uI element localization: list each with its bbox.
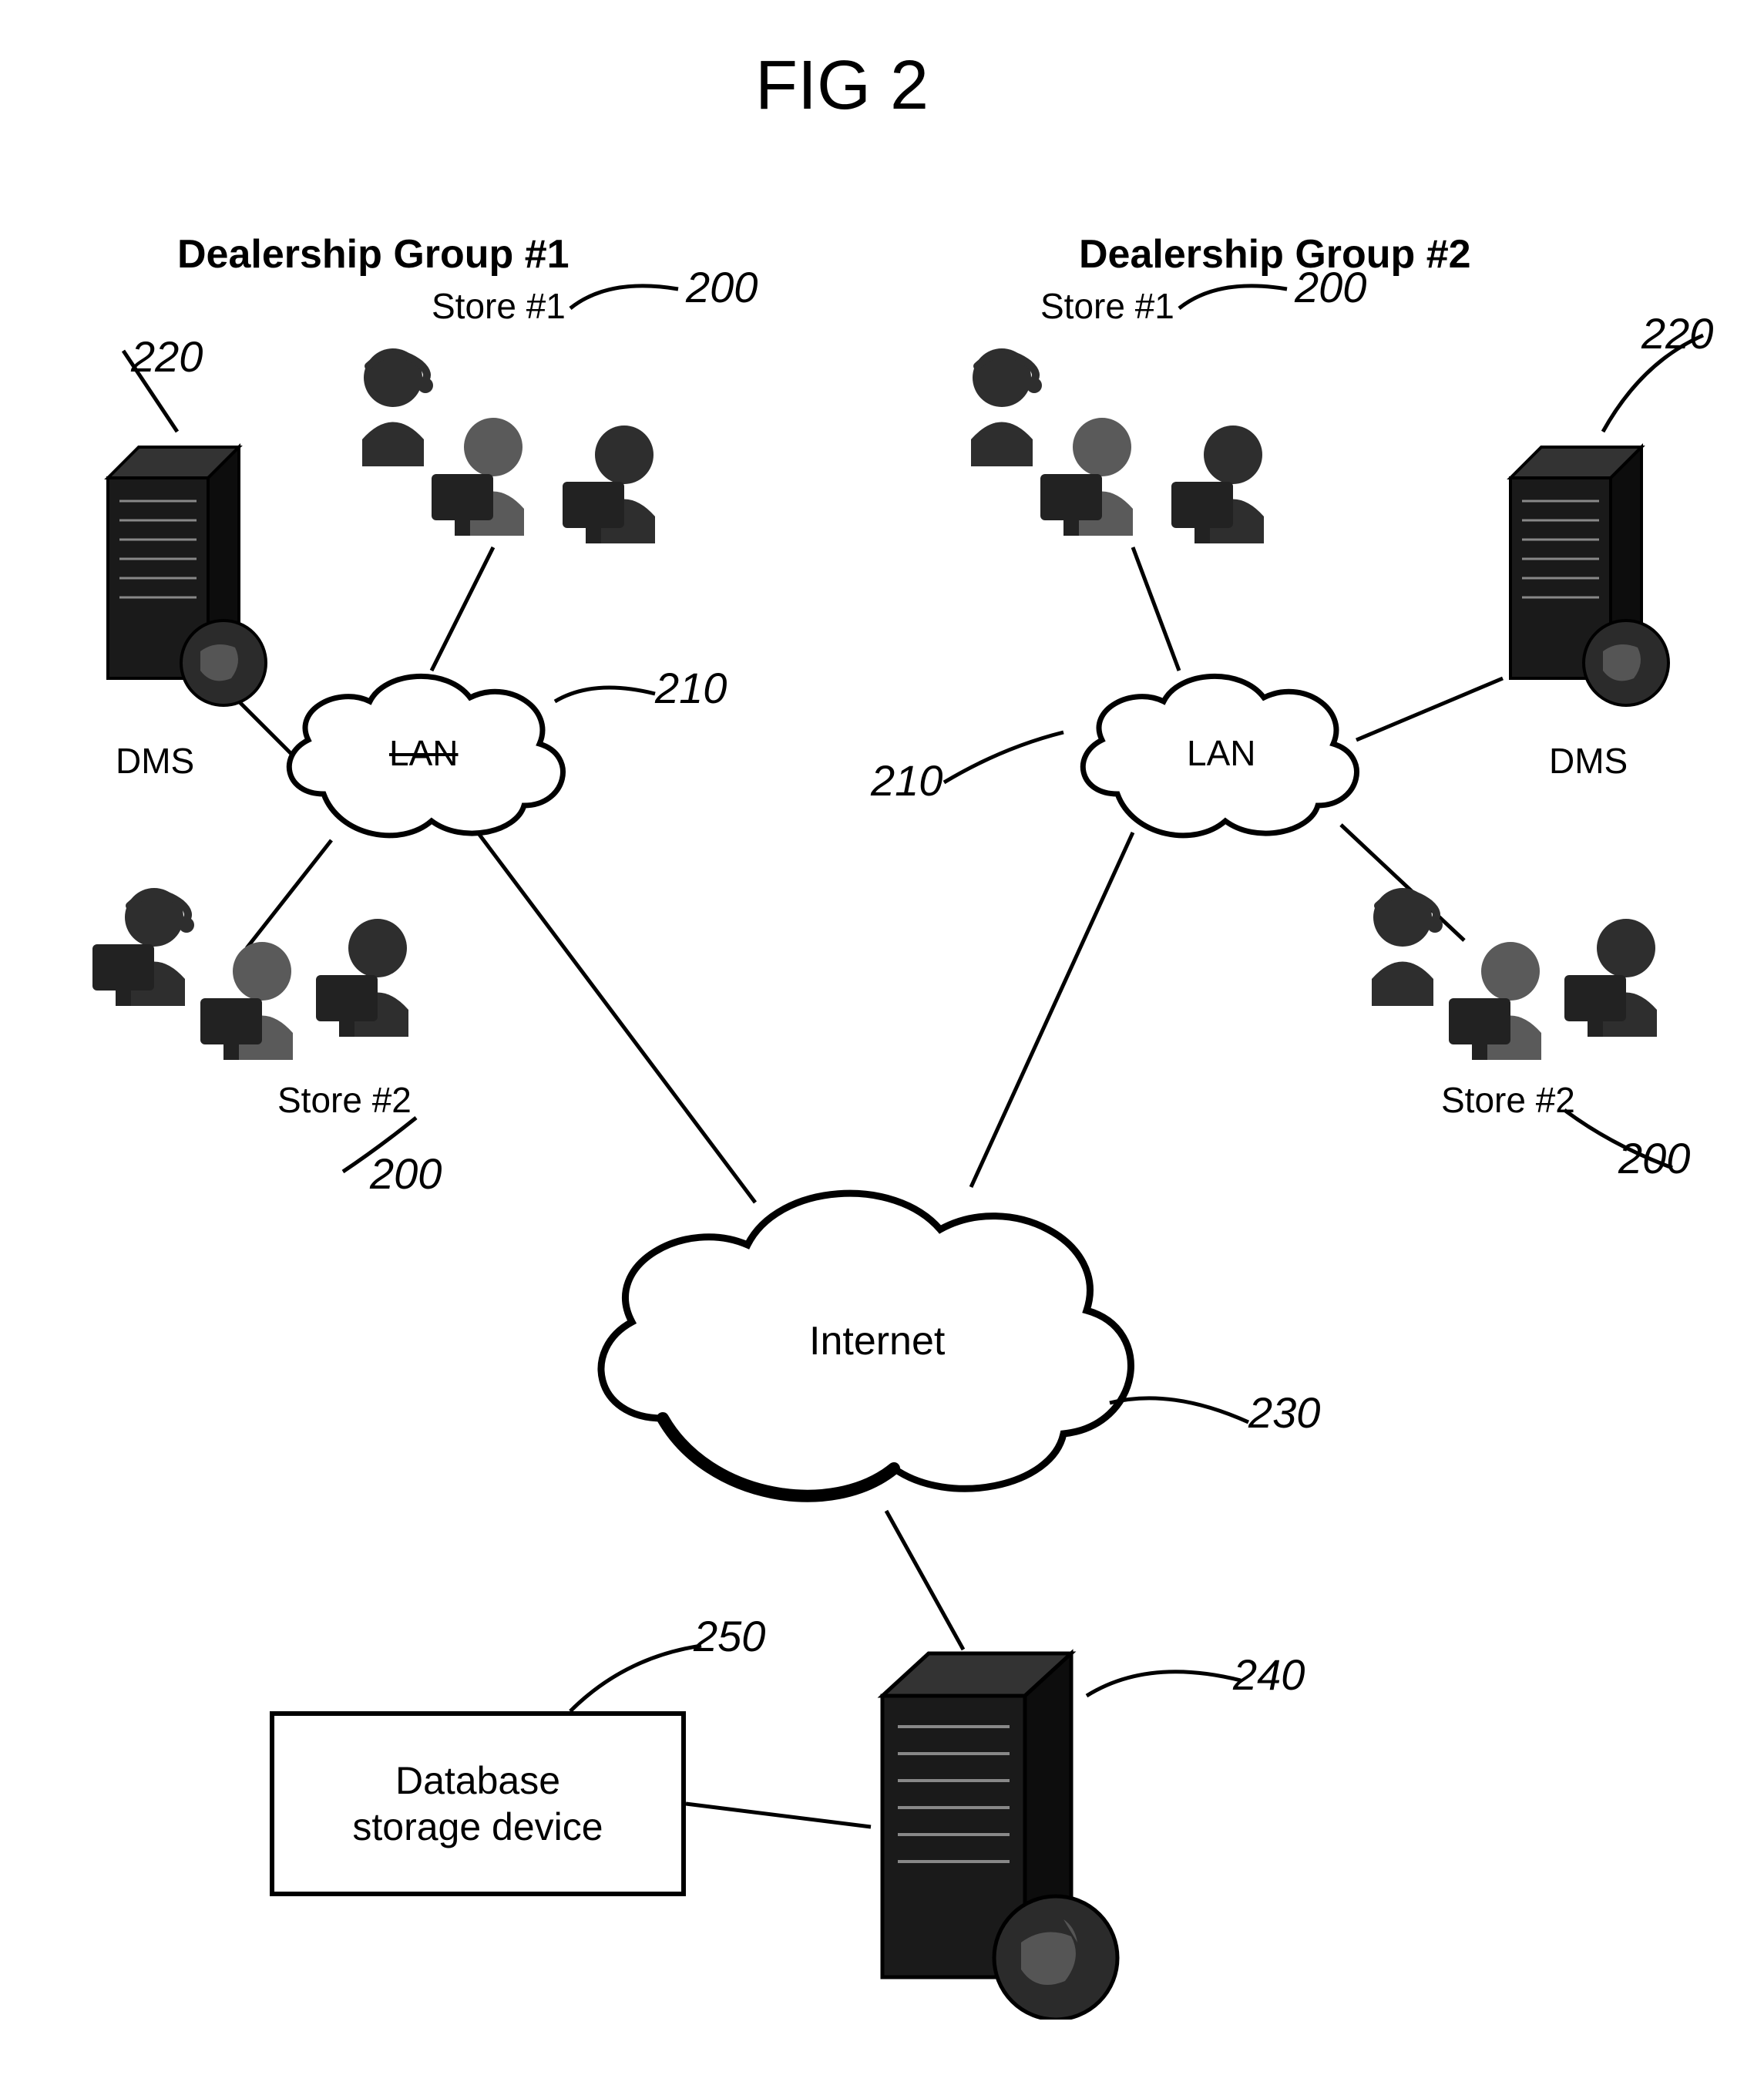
lan-label-right: LAN bbox=[1187, 732, 1255, 774]
store-label-g1s2: Store #2 bbox=[277, 1079, 412, 1121]
store-label-g1s1: Store #1 bbox=[432, 285, 566, 327]
person-icon bbox=[432, 409, 563, 551]
person-icon bbox=[1040, 409, 1171, 551]
leader-line bbox=[563, 270, 694, 324]
figure-title: FIG 2 bbox=[755, 46, 929, 126]
database-box: Database storage device bbox=[270, 1711, 686, 1896]
person-icon bbox=[563, 416, 694, 559]
ref-250: 250 bbox=[694, 1611, 765, 1661]
store-label-g2s2: Store #2 bbox=[1441, 1079, 1575, 1121]
ref-220: 220 bbox=[1641, 308, 1713, 358]
dms-server-right bbox=[1495, 432, 1680, 713]
ref-220: 220 bbox=[131, 331, 203, 382]
lan-cloud-right: LAN bbox=[1063, 655, 1372, 859]
ref-210: 210 bbox=[655, 663, 727, 713]
person-icon bbox=[1564, 910, 1695, 1052]
ref-230: 230 bbox=[1248, 1387, 1320, 1438]
ref-200: 200 bbox=[1295, 262, 1366, 312]
lan-cloud-left: LAN bbox=[270, 655, 578, 859]
ref-210: 210 bbox=[871, 755, 942, 806]
lan-label-left: LAN bbox=[389, 732, 458, 774]
leader-line bbox=[932, 725, 1071, 794]
dms-label-left: DMS bbox=[116, 740, 194, 782]
dms-label-right: DMS bbox=[1549, 740, 1628, 782]
main-server bbox=[863, 1634, 1125, 2023]
database-label: Database storage device bbox=[352, 1757, 603, 1850]
ref-200: 200 bbox=[1618, 1133, 1690, 1183]
ref-240: 240 bbox=[1233, 1650, 1305, 1700]
group-1-title: Dealership Group #1 bbox=[177, 231, 570, 277]
internet-label: Internet bbox=[809, 1318, 945, 1364]
store-label-g2s1: Store #1 bbox=[1040, 285, 1174, 327]
person-icon bbox=[1449, 933, 1580, 1075]
person-icon bbox=[200, 933, 331, 1075]
person-icon bbox=[1171, 416, 1302, 559]
group-2-title: Dealership Group #2 bbox=[1079, 231, 1471, 277]
leader-line bbox=[555, 1634, 709, 1719]
person-icon bbox=[316, 910, 447, 1052]
ref-200: 200 bbox=[370, 1149, 442, 1199]
leader-line bbox=[1171, 270, 1302, 324]
diagram-stage: FIG 2 Dealership Group #1 Dealership Gro… bbox=[0, 0, 1764, 2082]
dms-server-left bbox=[92, 432, 277, 713]
internet-cloud: Internet bbox=[570, 1156, 1156, 1530]
ref-200: 200 bbox=[686, 262, 758, 312]
